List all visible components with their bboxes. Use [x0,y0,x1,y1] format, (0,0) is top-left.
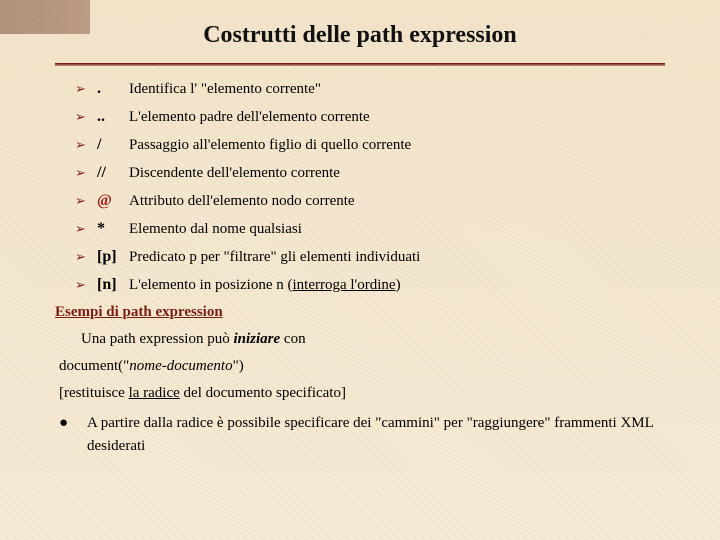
desc-post: ) [396,277,401,293]
chevron-icon: ➢ [75,221,97,237]
list-item: ➢ / Passaggio all'elemento figlio di que… [75,136,665,154]
construct-desc: Attributo dell'elemento nodo corrente [129,193,665,210]
construct-desc: Predicato p per "filtrare" gli elementi … [129,249,665,266]
closing-bullet-row: ● A partire dalla radice è possibile spe… [59,412,665,457]
construct-symbol: / [97,136,129,154]
intro-pre: Una path expression può [81,331,233,347]
chevron-icon: ➢ [75,109,97,125]
intro-line: Una path expression può iniziare con [81,331,665,348]
desc-pre: L'elemento in posizione n ( [129,277,293,293]
list-item: ➢ . Identifica l' "elemento corrente" [75,80,665,98]
construct-desc: Discendente dell'elemento corrente [129,165,665,182]
slide-title: Costrutti delle path expression [55,22,665,49]
chevron-icon: ➢ [75,249,97,265]
construct-symbol: * [97,220,129,238]
list-item: ➢ [n] L'elemento in posizione n (interro… [75,276,665,294]
list-item: ➢ @ Attributo dell'elemento nodo corrent… [75,192,665,210]
construct-list: ➢ . Identifica l' "elemento corrente" ➢ … [75,80,665,294]
construct-symbol: .. [97,108,129,126]
dot-icon: ● [59,415,87,432]
chevron-icon: ➢ [75,81,97,97]
restituisce-post: del documento specificato] [180,385,346,401]
closing-text: A partire dalla radice è possibile speci… [87,412,665,457]
construct-desc: L'elemento in posizione n (interroga l'o… [129,277,665,294]
slide-container: Costrutti delle path expression ➢ . Iden… [0,0,720,540]
construct-symbol: // [97,164,129,182]
chevron-icon: ➢ [75,137,97,153]
examples-heading: Esempi di path expression [55,304,665,321]
chevron-icon: ➢ [75,165,97,181]
construct-symbol: . [97,80,129,98]
list-item: ➢ [p] Predicato p per "filtrare" gli ele… [75,248,665,266]
restituisce-line: [restituisce la radice del documento spe… [59,385,665,402]
list-item: ➢ // Discendente dell'elemento corrente [75,164,665,182]
list-item: ➢ .. L'elemento padre dell'elemento corr… [75,108,665,126]
construct-desc: L'elemento padre dell'elemento corrente [129,109,665,126]
construct-desc: Identifica l' "elemento corrente" [129,81,665,98]
construct-symbol: @ [97,192,129,210]
construct-desc: Passaggio all'elemento figlio di quello … [129,137,665,154]
doc-call: document(" [59,358,129,374]
restituisce-pre: [restituisce [59,385,129,401]
desc-und: interroga l'ordine [293,277,396,293]
chevron-icon: ➢ [75,277,97,293]
title-rule [55,63,665,66]
intro-post: con [280,331,305,347]
chevron-icon: ➢ [75,193,97,209]
doc-close: ") [233,358,244,374]
intro-em: iniziare [233,331,280,347]
list-item: ➢ * Elemento dal nome qualsiasi [75,220,665,238]
doc-name: nome-documento [129,358,232,374]
document-call-line: document("nome-documento") [59,358,665,375]
restituisce-und: la radice [129,385,180,401]
construct-symbol: [p] [97,248,129,266]
construct-symbol: [n] [97,276,129,294]
construct-desc: Elemento dal nome qualsiasi [129,221,665,238]
